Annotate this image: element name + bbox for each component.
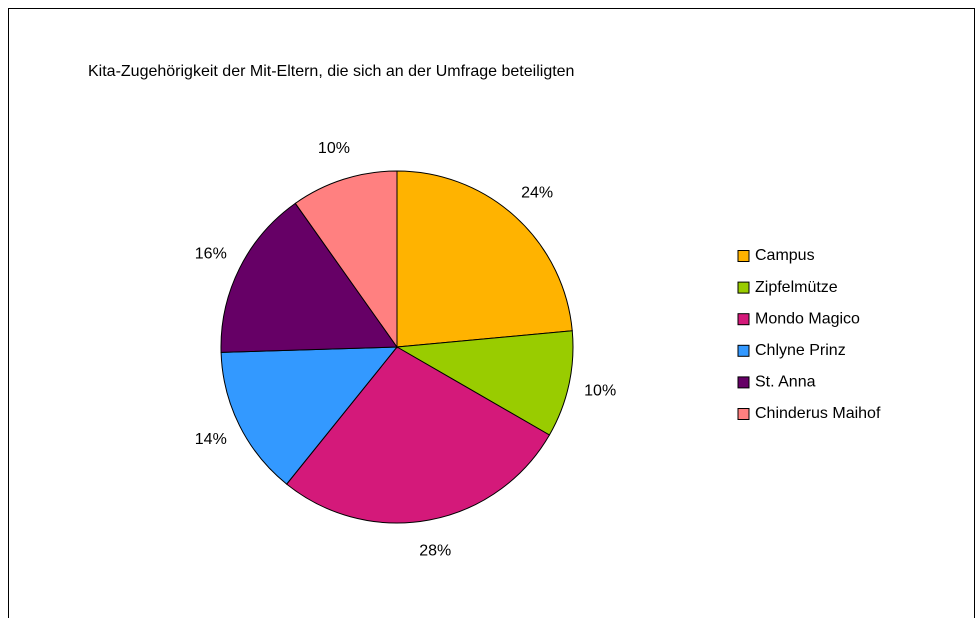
- data-label: 24%: [521, 185, 553, 202]
- legend-swatch: [737, 313, 750, 326]
- pie-slice: [220, 202, 398, 353]
- chart-title: Kita-Zugehörigkeit der Mit-Eltern, die s…: [88, 63, 574, 80]
- legend-label: Chinderus Maihof: [755, 405, 881, 422]
- data-label: 28%: [419, 543, 451, 560]
- legend-swatch: [737, 408, 750, 420]
- pie-slice: [220, 346, 399, 485]
- legend-swatch: [737, 376, 750, 389]
- legend-label: Zipfelmütze: [755, 279, 838, 296]
- pie-slice: [395, 330, 574, 436]
- pie-slice: [396, 170, 573, 348]
- legend-label: Campus: [755, 247, 815, 264]
- chart-frame: [8, 8, 975, 618]
- legend-label: St. Anna: [755, 374, 816, 391]
- data-label: 10%: [584, 383, 616, 400]
- legend-label: Mondo Magico: [755, 310, 860, 327]
- pie-slice: [294, 170, 398, 349]
- pie-slice: [285, 346, 551, 524]
- legend-swatch: [737, 250, 750, 262]
- legend-swatch: [737, 281, 750, 294]
- data-label: 14%: [195, 431, 227, 448]
- data-label: 10%: [318, 140, 350, 157]
- legend-swatch: [737, 344, 750, 357]
- legend-label: Chlyne Prinz: [755, 342, 846, 359]
- data-label: 16%: [195, 246, 227, 263]
